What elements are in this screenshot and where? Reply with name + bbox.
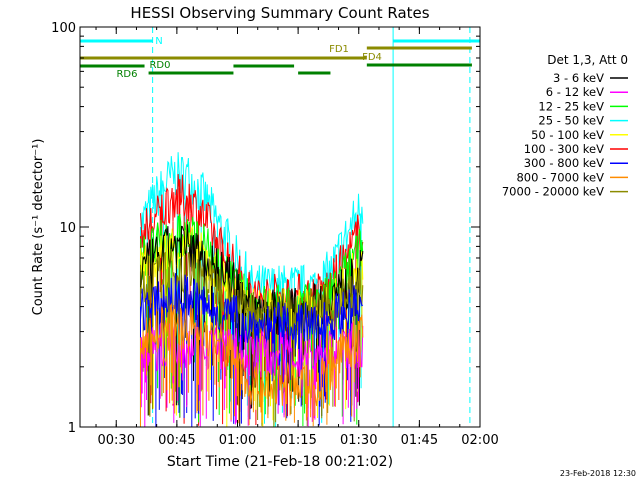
- x-axis: 00:30 00:45 01:00 01:15 01:30 01:45 02:00: [95, 27, 499, 448]
- y-tick-label: 10: [59, 221, 76, 236]
- x-tick-label: 01:15: [279, 433, 316, 448]
- flag-label-fd4: FD4: [362, 52, 382, 63]
- footer-date: 23-Feb-2018 12:30: [560, 469, 636, 478]
- legend-entry-label: 7000 - 20000 keV: [502, 185, 604, 199]
- flag-label-rd0: RD0: [149, 60, 170, 71]
- series-trace: [140, 302, 364, 410]
- flag-label-fd1: FD1: [329, 44, 349, 55]
- series-layer: [139, 152, 364, 427]
- legend-entry-label: 3 - 6 keV: [553, 71, 604, 85]
- x-tick-label: 02:00: [461, 433, 498, 448]
- x-tick-label: 01:00: [219, 433, 256, 448]
- flag-label-rd6: RD6: [116, 69, 137, 80]
- legend-title: Det 1,3, Att 0: [547, 53, 628, 67]
- legend-entry-label: 25 - 50 keV: [538, 114, 604, 128]
- y-tick-label: 1: [68, 421, 76, 436]
- chart-title: HESSI Observing Summary Count Rates: [130, 4, 429, 22]
- x-tick-label: 00:45: [158, 433, 195, 448]
- legend-entry-label: 800 - 7000 keV: [516, 170, 604, 184]
- legend-entry-label: 100 - 300 keV: [524, 142, 604, 156]
- legend-entry-label: 12 - 25 keV: [538, 99, 604, 113]
- series-trace: [140, 273, 364, 350]
- x-tick-label: 00:30: [98, 433, 135, 448]
- series-trace: [140, 322, 364, 379]
- x-axis-label: Start Time (21-Feb-18 00:21:02): [167, 454, 393, 470]
- y-axis-label: Count Rate (s⁻¹ detector⁻¹): [31, 139, 46, 316]
- x-tick-label: 01:30: [340, 433, 377, 448]
- flag-bars: N FD1 FD4 RD0 RD6: [80, 36, 480, 80]
- series-trace: [140, 248, 364, 337]
- y-tick-label: 100: [51, 21, 76, 36]
- legend-entry-label: 6 - 12 keV: [546, 85, 604, 99]
- x-tick-label: 01:45: [401, 433, 438, 448]
- legend-entry-label: 50 - 100 keV: [531, 128, 604, 142]
- legend-entry-label: 300 - 800 keV: [524, 156, 604, 170]
- y-axis: 1 10 100: [51, 21, 480, 436]
- flag-label-n: N: [155, 36, 162, 47]
